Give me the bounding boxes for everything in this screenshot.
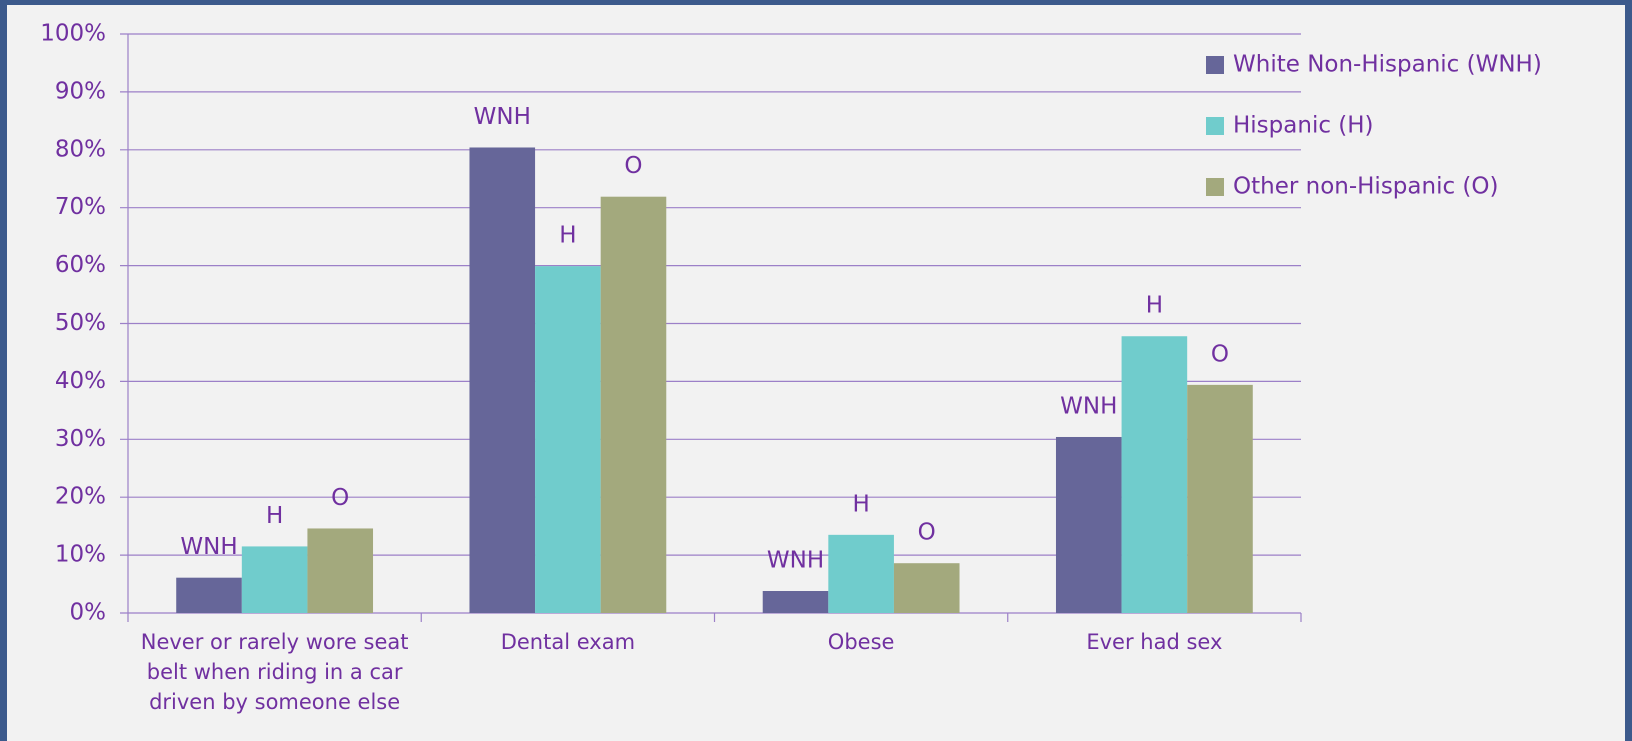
legend-swatch <box>1206 117 1224 135</box>
legend-label: White Non-Hispanic (WNH) <box>1233 52 1542 78</box>
bar-label: O <box>624 153 642 179</box>
bar <box>307 528 374 613</box>
bar-label: WNH <box>1060 393 1117 419</box>
legend-label: Other non-Hispanic (O) <box>1233 174 1498 200</box>
legend-label: Hispanic (H) <box>1233 113 1374 139</box>
x-tick-label: Ever had sex <box>1086 630 1223 654</box>
bar-label: H <box>559 223 576 249</box>
legend-swatch <box>1206 56 1224 74</box>
legend-swatch <box>1206 178 1224 196</box>
bar <box>535 266 601 613</box>
bar-label: H <box>1146 293 1163 319</box>
y-tick-label: 20% <box>55 484 106 510</box>
bar <box>176 577 242 613</box>
chart: 0% 10% 20% 30% 40% 50% 60% 70% 80% 90% 100% WNH WNH W… <box>40 21 1542 626</box>
y-tick-label: 80% <box>55 136 106 162</box>
bar <box>469 147 536 613</box>
bar-label: WNH <box>180 534 237 560</box>
bar-label: O <box>918 520 936 546</box>
bar-label: O <box>1211 341 1229 367</box>
bar-label: O <box>331 485 349 511</box>
bar <box>241 546 308 613</box>
x-tick-label: Obese <box>827 630 895 654</box>
bar <box>1055 436 1122 613</box>
bar <box>1187 384 1253 613</box>
y-tick-label: 60% <box>55 252 106 278</box>
chart-frame: 0% 10% 20% 30% 40% 50% 60% 70% 80% 90% 100% WNH WNH W… <box>7 5 1625 741</box>
bar <box>893 563 960 613</box>
bar-label: H <box>266 503 283 529</box>
y-tick-label: 90% <box>55 78 106 104</box>
y-tick-label: 10% <box>55 542 106 568</box>
y-tick-label: 40% <box>55 368 106 394</box>
y-tick-label: 100% <box>40 21 106 47</box>
bar-label: WNH <box>474 104 531 130</box>
y-tick-label: 50% <box>55 310 106 336</box>
x-tick-label: Never or rarely wore seat belt when ridi… <box>140 630 409 714</box>
bar-label: WNH <box>767 547 824 573</box>
bar-label: H <box>852 491 869 517</box>
y-tick-label: 30% <box>55 426 106 452</box>
bar <box>828 534 894 613</box>
bar <box>600 196 667 613</box>
y-tick-label: 70% <box>55 194 106 220</box>
x-tick-label: Dental exam <box>500 630 636 654</box>
bar <box>1121 336 1188 613</box>
y-tick-label: 0% <box>70 600 107 626</box>
bar <box>762 590 829 613</box>
